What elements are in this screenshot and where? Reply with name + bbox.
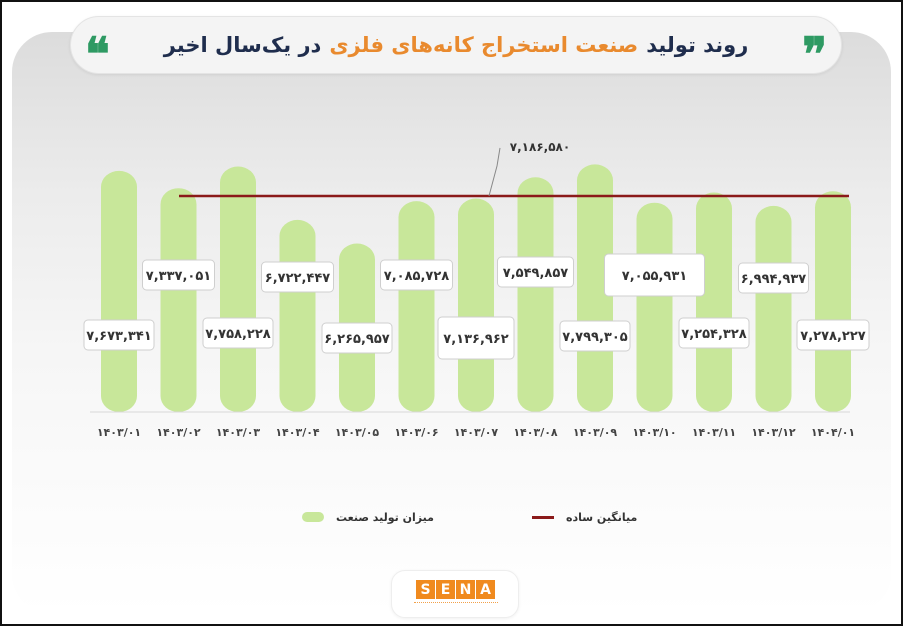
legend-label-production: میزان تولید صنعت <box>336 510 434 524</box>
data-label-box <box>738 262 809 294</box>
x-tick-label: ۱۴۰۳/۰۳ <box>216 426 261 439</box>
data-label: ۷,۲۷۸,۲۲۷ <box>800 329 865 344</box>
bar <box>220 166 256 412</box>
data-label-box <box>202 317 274 349</box>
data-label-box <box>559 320 631 352</box>
data-label: ۷,۷۹۹,۳۰۵ <box>562 330 627 345</box>
data-label-box <box>321 322 393 354</box>
logo-letter: A <box>476 580 495 599</box>
x-tick-label: ۱۴۰۳/۱۲ <box>751 426 796 439</box>
average-callout-line <box>488 147 501 197</box>
x-tick-label: ۱۴۰۳/۰۸ <box>513 426 558 439</box>
x-tick-label: ۱۴۰۳/۱۱ <box>692 426 736 439</box>
data-label: ۷,۷۵۸,۲۲۸ <box>205 327 270 342</box>
average-value-label: ۷,۱۸۶,۵۸۰ <box>510 140 570 154</box>
x-tick-label: ۱۴۰۳/۰۲ <box>156 426 201 439</box>
data-label-box <box>678 317 750 349</box>
x-tick-label: ۱۴۰۳/۰۶ <box>394 426 438 439</box>
data-label-box <box>380 259 453 291</box>
data-label: ۶,۹۹۴,۹۳۷ <box>741 272 806 287</box>
data-labels-layer: ۷,۶۷۳,۳۴۱ ۷,۳۳۷,۰۵۱ ۷,۷۵۸,۲۲۸ ۶,۷۲۲,۴۴۷ ۶,۲۶… <box>83 253 870 360</box>
data-label-box <box>497 256 574 288</box>
legend-swatch-average <box>532 515 554 519</box>
title-part-3: در یک‌سال اخیر <box>163 33 322 57</box>
title-part-2: صنعت استخراج کانه‌های فلزی <box>329 33 639 57</box>
data-label: ۷,۶۷۳,۳۴۱ <box>86 329 151 344</box>
logo-letters: S E N A <box>416 580 495 599</box>
bar <box>755 205 792 412</box>
logo-letter: N <box>456 580 475 599</box>
bar <box>696 192 732 412</box>
title-banner: ❝ روند تولید صنعت استخراج کانه‌های فلزی … <box>70 16 842 81</box>
data-label-box <box>142 259 215 291</box>
quote-close-icon: ❞ <box>802 27 827 81</box>
data-label-box <box>796 319 870 351</box>
bar <box>279 219 316 412</box>
x-tick-labels-layer: ۱۴۰۳/۰۱ ۱۴۰۳/۰۲ ۱۴۰۳/۰۳ ۱۴۰۳/۰۴ ۱۴۰۳/۰۵ ۱۴۰۳/… <box>90 411 855 439</box>
x-tick-label: ۱۴۰۳/۰۹ <box>573 426 618 439</box>
sena-logo: S E N A <box>391 570 519 618</box>
data-label-box <box>604 253 705 297</box>
quote-open-icon: ❝ <box>85 27 110 81</box>
x-tick-label: ۱۴۰۳/۰۵ <box>335 426 380 439</box>
data-label-box <box>261 261 334 293</box>
logo-letter: E <box>436 580 455 599</box>
data-label: ۷,۰۸۵,۷۲۸ <box>384 269 449 284</box>
logo-tagline <box>414 602 498 606</box>
x-tick-label: ۱۴۰۳/۰۱ <box>97 426 141 439</box>
logo-letter: S <box>416 580 435 599</box>
bar <box>398 201 435 412</box>
bar <box>517 177 554 412</box>
legend-swatch-production <box>302 512 324 522</box>
data-label: ۶,۲۶۵,۹۵۷ <box>324 332 389 347</box>
data-label: ۷,۵۴۹,۸۵۷ <box>503 266 568 281</box>
bar <box>160 188 197 412</box>
x-tick-label: ۱۴۰۳/۰۷ <box>454 426 499 439</box>
data-label: ۷,۱۳۶,۹۶۲ <box>443 332 508 347</box>
legend-item-average: میانگین ساده <box>532 510 637 524</box>
x-tick-label: ۱۴۰۳/۰۴ <box>275 426 320 439</box>
bar <box>458 198 494 412</box>
bar <box>101 170 137 412</box>
data-label-box <box>83 319 155 351</box>
bar <box>815 191 851 412</box>
data-label: ۷,۰۵۵,۹۳۱ <box>622 269 687 284</box>
bar <box>636 202 673 412</box>
legend-label-average: میانگین ساده <box>566 510 638 524</box>
data-label: ۷,۲۵۴,۳۲۸ <box>681 327 746 342</box>
average-line-layer: ۷,۱۸۶,۵۸۰ <box>179 140 849 198</box>
data-label: ۶,۷۲۲,۴۴۷ <box>265 271 330 286</box>
legend-item-production: میزان تولید صنعت <box>302 510 434 524</box>
page-title: روند تولید صنعت استخراج کانه‌های فلزی در… <box>71 17 841 73</box>
x-tick-label: ۱۴۰۳/۱۰ <box>632 426 676 439</box>
title-part-1: روند تولید <box>646 33 749 57</box>
data-label-box <box>437 316 515 360</box>
data-label: ۷,۳۳۷,۰۵۱ <box>146 269 211 284</box>
x-tick-label: ۱۴۰۴/۰۱ <box>811 426 855 439</box>
